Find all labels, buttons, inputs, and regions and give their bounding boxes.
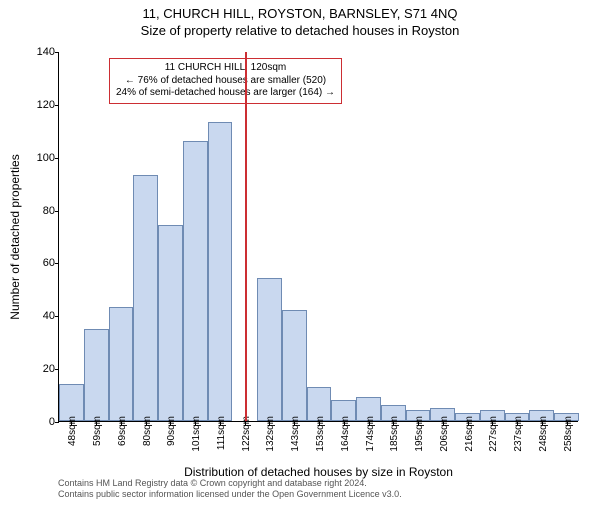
histogram-bar (133, 175, 158, 421)
x-tick-mark (294, 421, 295, 425)
x-tick-label: 90sqm (166, 416, 177, 446)
page-subtitle: Size of property relative to detached ho… (0, 23, 600, 38)
x-tick-mark (567, 421, 568, 425)
plot-area: Number of detached properties Distributi… (58, 52, 578, 422)
x-tick-label: 227sqm (488, 416, 499, 452)
x-tick-label: 80sqm (142, 416, 153, 446)
x-tick-label: 164sqm (340, 416, 351, 452)
y-tick-label: 60 (25, 257, 55, 269)
histogram-bar (208, 122, 233, 421)
y-tick-mark (55, 422, 59, 423)
y-tick-label: 40 (25, 310, 55, 322)
x-tick-label: 153sqm (315, 416, 326, 452)
x-tick-mark (319, 421, 320, 425)
x-tick-label: 237sqm (513, 416, 524, 452)
x-tick-label: 185sqm (389, 416, 400, 452)
x-tick-mark (517, 421, 518, 425)
footer: Contains HM Land Registry data © Crown c… (58, 478, 402, 500)
x-tick-mark (443, 421, 444, 425)
x-tick-mark (418, 421, 419, 425)
histogram-bar (183, 141, 208, 421)
x-tick-mark (71, 421, 72, 425)
x-tick-label: 69sqm (117, 416, 128, 446)
page-title-address: 11, CHURCH HILL, ROYSTON, BARNSLEY, S71 … (0, 6, 600, 21)
annotation-line-2: ← 76% of detached houses are smaller (52… (116, 75, 335, 88)
histogram-bar (257, 278, 282, 421)
x-tick-label: 122sqm (241, 416, 252, 452)
y-tick-mark (55, 158, 59, 159)
x-tick-mark (393, 421, 394, 425)
x-tick-mark (146, 421, 147, 425)
x-tick-label: 258sqm (563, 416, 574, 452)
annotation-box: 11 CHURCH HILL: 120sqm ← 76% of detached… (109, 58, 342, 104)
y-tick-mark (55, 105, 59, 106)
histogram-bar (158, 225, 183, 421)
x-tick-mark (220, 421, 221, 425)
footer-line-2: Contains public sector information licen… (58, 489, 402, 500)
y-tick-mark (55, 52, 59, 53)
y-tick-mark (55, 369, 59, 370)
y-tick-label: 0 (25, 416, 55, 428)
x-tick-label: 206sqm (439, 416, 450, 452)
y-tick-mark (55, 263, 59, 264)
y-tick-mark (55, 316, 59, 317)
y-axis-label: Number of detached properties (8, 154, 22, 319)
y-tick-label: 80 (25, 205, 55, 217)
annotation-line-1: 11 CHURCH HILL: 120sqm (116, 62, 335, 75)
x-tick-label: 132sqm (265, 416, 276, 452)
x-axis-label: Distribution of detached houses by size … (184, 465, 453, 479)
x-tick-mark (542, 421, 543, 425)
x-tick-label: 101sqm (191, 416, 202, 452)
x-tick-label: 195sqm (414, 416, 425, 452)
x-tick-label: 216sqm (464, 416, 475, 452)
annotation-line-3: 24% of semi-detached houses are larger (… (116, 87, 335, 100)
y-tick-mark (55, 211, 59, 212)
x-tick-mark (195, 421, 196, 425)
chart-container: Number of detached properties Distributi… (58, 52, 578, 422)
histogram-bar (84, 329, 109, 422)
x-tick-mark (269, 421, 270, 425)
y-tick-label: 100 (25, 152, 55, 164)
x-tick-mark (245, 421, 246, 425)
reference-line (245, 52, 247, 421)
x-tick-label: 48sqm (67, 416, 78, 446)
x-tick-label: 111sqm (216, 416, 227, 450)
x-tick-mark (121, 421, 122, 425)
x-tick-mark (344, 421, 345, 425)
y-tick-label: 120 (25, 99, 55, 111)
x-tick-label: 143sqm (290, 416, 301, 452)
histogram-bar (282, 310, 307, 421)
x-tick-label: 59sqm (92, 416, 103, 446)
x-tick-mark (96, 421, 97, 425)
histogram-bar (109, 307, 134, 421)
x-tick-label: 174sqm (365, 416, 376, 452)
x-tick-mark (492, 421, 493, 425)
y-tick-label: 140 (25, 46, 55, 58)
x-tick-label: 248sqm (538, 416, 549, 452)
footer-line-1: Contains HM Land Registry data © Crown c… (58, 478, 402, 489)
x-tick-mark (468, 421, 469, 425)
y-tick-label: 20 (25, 363, 55, 375)
x-tick-mark (170, 421, 171, 425)
x-tick-mark (369, 421, 370, 425)
